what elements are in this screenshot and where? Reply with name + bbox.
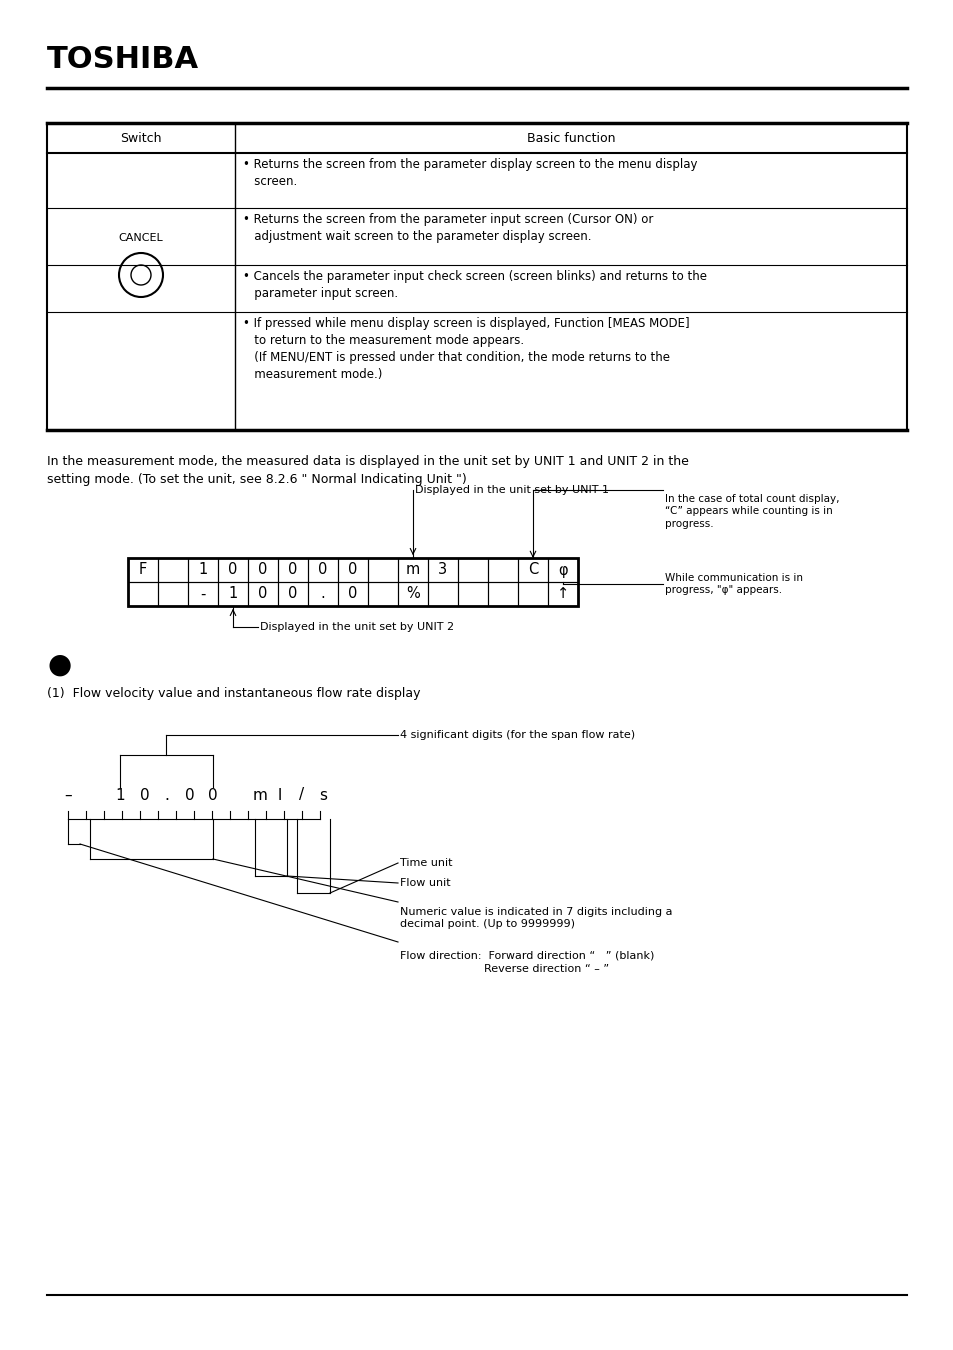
Bar <box>188 558 218 582</box>
Text: • Cancels the parameter input check screen (screen blinks) and returns to the
  : • Cancels the parameter input check scre… <box>243 270 706 300</box>
Text: 0: 0 <box>258 586 268 602</box>
Text: φ: φ <box>558 563 567 578</box>
Text: 0: 0 <box>185 787 194 802</box>
Text: 0: 0 <box>208 787 217 802</box>
Text: 0: 0 <box>228 563 237 578</box>
Bar <box>397 558 428 582</box>
Text: Displayed in the unit set by UNIT 2: Displayed in the unit set by UNIT 2 <box>260 622 454 632</box>
Bar <box>158 558 188 582</box>
Text: Displayed in the unit set by UNIT 1: Displayed in the unit set by UNIT 1 <box>415 485 608 495</box>
Text: While communication is in
progress, "φ" appears.: While communication is in progress, "φ" … <box>664 572 802 595</box>
Text: F: F <box>139 563 147 578</box>
Bar <box>248 558 277 582</box>
Text: .: . <box>320 586 325 602</box>
Text: CANCEL: CANCEL <box>118 234 163 243</box>
Bar <box>547 558 578 582</box>
Bar <box>277 558 308 582</box>
Text: Flow direction:  Forward direction “   ” (blank)
                        Reverse: Flow direction: Forward direction “ ” (b… <box>399 950 654 973</box>
Text: Switch: Switch <box>120 131 162 144</box>
Bar <box>308 558 337 582</box>
Text: 0: 0 <box>140 787 150 802</box>
Bar <box>308 582 337 606</box>
Text: Flow unit: Flow unit <box>399 878 450 888</box>
Text: 0: 0 <box>288 586 297 602</box>
Bar <box>368 558 397 582</box>
Bar <box>337 582 368 606</box>
Bar <box>457 582 488 606</box>
Bar <box>277 582 308 606</box>
Text: /: / <box>299 787 304 802</box>
Text: Time unit: Time unit <box>399 859 452 868</box>
Text: –: – <box>64 787 71 802</box>
Text: Basic function: Basic function <box>526 131 615 144</box>
Bar <box>488 582 517 606</box>
Bar <box>428 582 457 606</box>
Bar <box>218 582 248 606</box>
Bar <box>128 558 578 606</box>
Text: • Returns the screen from the parameter input screen (Cursor ON) or
   adjustmen: • Returns the screen from the parameter … <box>243 213 653 243</box>
Bar <box>248 582 277 606</box>
Bar <box>517 558 547 582</box>
Bar <box>368 582 397 606</box>
Bar <box>158 582 188 606</box>
Bar <box>517 582 547 606</box>
Bar <box>128 582 158 606</box>
Bar <box>397 582 428 606</box>
Bar <box>188 582 218 606</box>
Text: (1)  Flow velocity value and instantaneous flow rate display: (1) Flow velocity value and instantaneou… <box>47 687 420 701</box>
Text: 3: 3 <box>438 563 447 578</box>
Text: ↑: ↑ <box>557 586 569 602</box>
Text: 1: 1 <box>228 586 237 602</box>
Text: 0: 0 <box>288 563 297 578</box>
Text: 0: 0 <box>348 586 357 602</box>
Bar <box>337 558 368 582</box>
Text: TOSHIBA: TOSHIBA <box>47 45 199 74</box>
Text: In the measurement mode, the measured data is displayed in the unit set by UNIT : In the measurement mode, the measured da… <box>47 455 688 486</box>
Text: %: % <box>406 586 419 602</box>
Bar <box>488 558 517 582</box>
Text: 0: 0 <box>348 563 357 578</box>
Text: 4 significant digits (for the span flow rate): 4 significant digits (for the span flow … <box>399 730 635 740</box>
Bar <box>218 558 248 582</box>
Text: .: . <box>164 787 170 802</box>
Text: • Returns the screen from the parameter display screen to the menu display
   sc: • Returns the screen from the parameter … <box>243 158 697 188</box>
Text: 0: 0 <box>318 563 327 578</box>
Text: In the case of total count display,
“C” appears while counting is in
progress.: In the case of total count display, “C” … <box>664 494 839 529</box>
Bar <box>128 558 158 582</box>
Bar <box>547 582 578 606</box>
Text: C: C <box>527 563 537 578</box>
Text: m: m <box>405 563 419 578</box>
Text: 1: 1 <box>198 563 208 578</box>
Text: l: l <box>277 787 282 802</box>
Bar <box>457 558 488 582</box>
Text: m: m <box>253 787 267 802</box>
Text: 0: 0 <box>258 563 268 578</box>
Text: s: s <box>318 787 327 802</box>
Text: Numeric value is indicated in 7 digits including a
decimal point. (Up to 9999999: Numeric value is indicated in 7 digits i… <box>399 907 672 929</box>
Text: ●: ● <box>47 651 71 679</box>
Text: 1: 1 <box>115 787 125 802</box>
Bar <box>428 558 457 582</box>
Text: • If pressed while menu display screen is displayed, Function [MEAS MODE]
   to : • If pressed while menu display screen i… <box>243 317 689 381</box>
Text: -: - <box>200 586 206 602</box>
